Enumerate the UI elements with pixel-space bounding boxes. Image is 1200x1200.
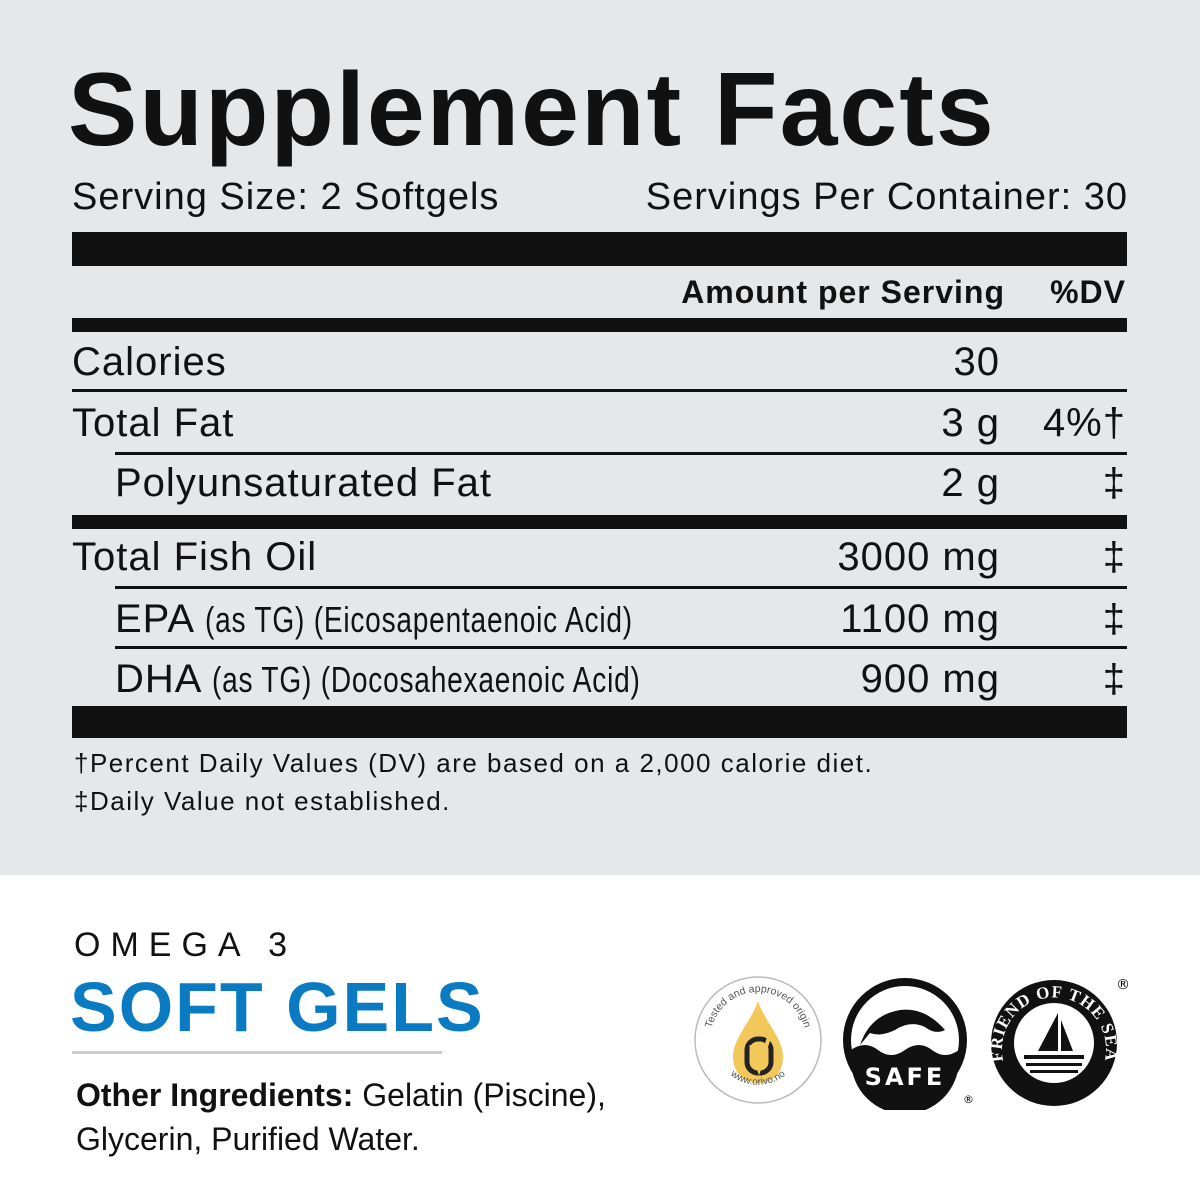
row-name-total-fat: Total Fat bbox=[72, 401, 235, 445]
other-ingredients: Other Ingredients: Gelatin (Piscine), Gl… bbox=[76, 1073, 636, 1161]
footnote-not-established: ‡Daily Value not established. bbox=[74, 786, 451, 816]
row-amount-total-fat: 3 g bbox=[941, 401, 1000, 445]
row-dv-total-fish-oil: ‡ bbox=[1102, 535, 1126, 579]
servings-per-container: Servings Per Container: 30 bbox=[645, 176, 1128, 218]
row-dv-polyunsaturated-fat: ‡ bbox=[1102, 461, 1126, 505]
divider-thick bbox=[72, 318, 1127, 332]
friend-of-the-sea-badge-icon: FRIEND OF THE SEA ® bbox=[988, 977, 1128, 1106]
row-name-epa-detail: (as TG) (Eicosapentaenoic Acid) bbox=[205, 599, 633, 640]
footnote-dv: †Percent Daily Values (DV) are based on … bbox=[74, 748, 874, 778]
row-divider bbox=[115, 586, 1127, 589]
dolphin-safe-badge-icon: SAFE ® bbox=[843, 978, 974, 1110]
divider-bar bbox=[72, 232, 1127, 266]
row-amount-epa: 1100 mg bbox=[840, 597, 1000, 641]
divider-line bbox=[72, 1051, 442, 1054]
row-divider bbox=[115, 646, 1127, 649]
row-name-polyunsaturated-fat: Polyunsaturated Fat bbox=[115, 461, 492, 505]
divider-thick bbox=[72, 515, 1127, 529]
product-line: OMEGA 3 bbox=[74, 926, 298, 964]
header-dv: %DV bbox=[1050, 274, 1126, 310]
row-amount-polyunsaturated-fat: 2 g bbox=[941, 461, 1000, 505]
row-divider bbox=[115, 452, 1127, 455]
row-dv-dha: ‡ bbox=[1102, 657, 1126, 701]
registered-mark: ® bbox=[963, 1093, 974, 1106]
row-name-total-fish-oil: Total Fish Oil bbox=[72, 535, 318, 579]
product-name: SOFT GELS bbox=[70, 968, 485, 1046]
row-amount-total-fish-oil: 3000 mg bbox=[837, 535, 1000, 579]
orivo-origin-badge-icon: Tested and approved origin www.orivo.no bbox=[694, 976, 822, 1104]
registered-mark: ® bbox=[1116, 977, 1128, 993]
row-dv-epa: ‡ bbox=[1102, 597, 1126, 641]
dolphin-safe-text: SAFE bbox=[865, 1063, 946, 1091]
ingredients-label: Other Ingredients: bbox=[76, 1077, 354, 1113]
row-amount-calories: 30 bbox=[953, 340, 1000, 384]
row-name-epa: EPA (as TG) (Eicosapentaenoic Acid) bbox=[115, 599, 754, 639]
header-amount: Amount per Serving bbox=[681, 274, 1005, 310]
row-dv-total-fat: 4%† bbox=[1042, 401, 1126, 445]
row-divider bbox=[72, 389, 1127, 392]
row-amount-dha: 900 mg bbox=[860, 657, 1000, 701]
row-name-dha: DHA (as TG) (Docosahexaenoic Acid) bbox=[115, 659, 762, 699]
divider-bar bbox=[72, 706, 1127, 738]
row-name-dha-short: DHA bbox=[115, 657, 201, 701]
row-name-calories: Calories bbox=[72, 340, 227, 384]
row-name-dha-detail: (as TG) (Docosahexaenoic Acid) bbox=[212, 659, 642, 700]
row-name-epa-short: EPA bbox=[115, 597, 193, 641]
facts-title: Supplement Facts bbox=[68, 52, 996, 168]
serving-size: Serving Size: 2 Softgels bbox=[72, 176, 500, 218]
ingredients-text: Gelatin (Piscine), Glycerin, Purified Wa… bbox=[76, 1077, 606, 1157]
